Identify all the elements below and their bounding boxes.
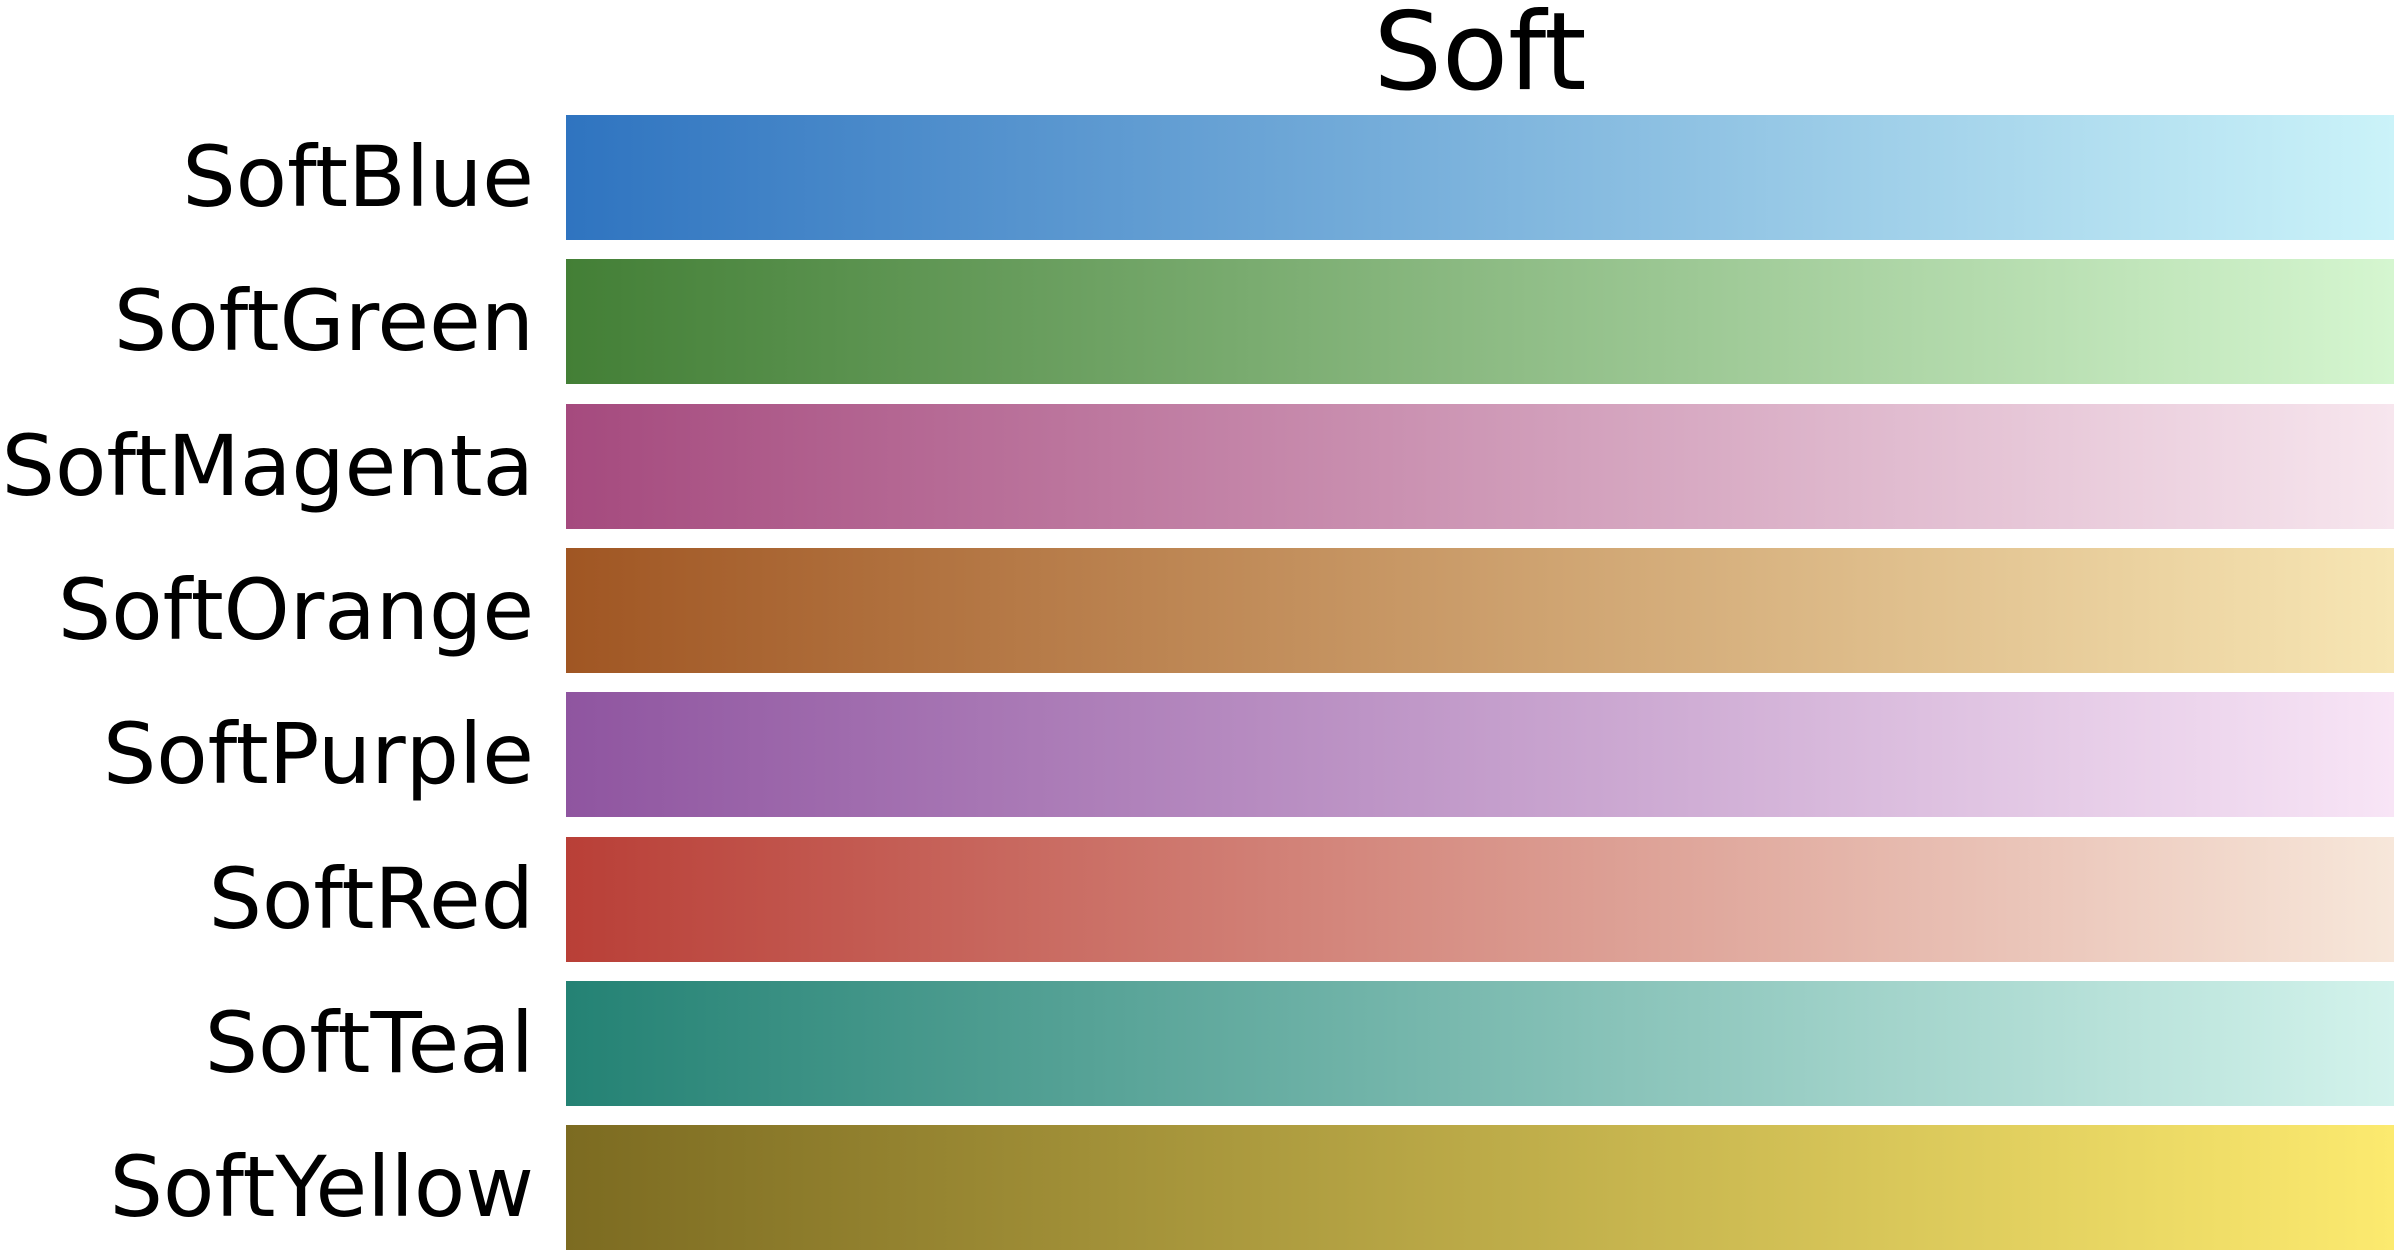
gradient-bar-softteal [566, 981, 2394, 1106]
gradient-bar-softorange [566, 548, 2394, 673]
row-label-softpurple: SoftPurple [102, 705, 534, 803]
row-label-softgreen: SoftGreen [113, 272, 534, 370]
row-label-softteal: SoftTeal [204, 994, 534, 1092]
row-label-softred: SoftRed [208, 850, 534, 948]
gradient-bar-softgreen [566, 259, 2394, 384]
gradient-bar-softmagenta [566, 404, 2394, 529]
gradient-bar-softpurple [566, 692, 2394, 817]
gradient-bar-softred [566, 837, 2394, 962]
gradient-bar-softyellow [566, 1125, 2394, 1250]
row-label-softorange: SoftOrange [57, 561, 534, 659]
row-label-softblue: SoftBlue [182, 128, 534, 226]
row-label-softmagenta: SoftMagenta [1, 417, 534, 515]
chart-title: Soft [1373, 0, 1587, 115]
row-label-softyellow: SoftYellow [109, 1138, 534, 1236]
gradient-bar-softblue [566, 115, 2394, 240]
